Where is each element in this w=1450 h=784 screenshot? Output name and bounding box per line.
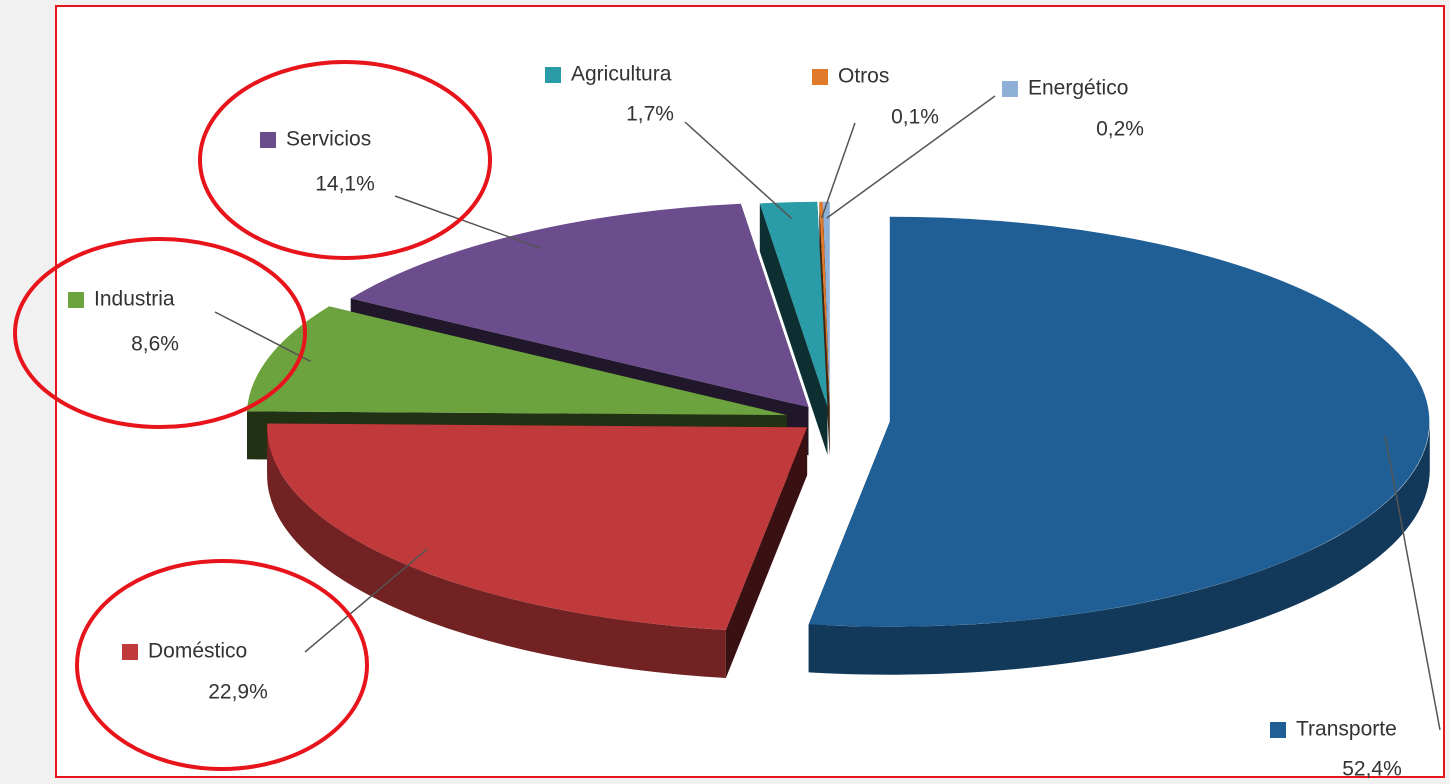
slice bbox=[808, 216, 1430, 627]
slice bbox=[247, 306, 787, 416]
value-label: 0,2% bbox=[1096, 118, 1144, 141]
slice-wall bbox=[725, 427, 808, 678]
legend-swatch bbox=[1270, 722, 1286, 738]
value-label: 0,1% bbox=[891, 106, 939, 129]
leader-line bbox=[1384, 435, 1441, 731]
slice-label: Servicios bbox=[286, 128, 371, 151]
labels: Transporte 52,4% Doméstico 22,9% Industria 8,… bbox=[68, 63, 1441, 781]
leader-line bbox=[684, 121, 793, 220]
leader-line bbox=[394, 195, 542, 250]
legend-swatch bbox=[545, 67, 561, 83]
slice bbox=[808, 216, 1430, 675]
value-label: 8,6% bbox=[131, 333, 179, 356]
slice-side bbox=[267, 427, 726, 678]
slice-label: Doméstico bbox=[148, 640, 247, 663]
highlight-circle bbox=[75, 559, 369, 771]
slice bbox=[819, 201, 830, 407]
slice-label: Agricultura bbox=[571, 63, 672, 86]
slice-wall bbox=[759, 203, 828, 455]
slice-wall bbox=[819, 201, 830, 455]
slice bbox=[267, 423, 808, 678]
leader-line bbox=[214, 311, 312, 363]
value-label: 14,1% bbox=[315, 173, 375, 196]
highlight-circle bbox=[198, 60, 492, 260]
slice-label: Industria bbox=[94, 288, 175, 311]
slice-side bbox=[808, 421, 1430, 675]
slice bbox=[759, 201, 828, 407]
annotations bbox=[13, 60, 492, 771]
slice-label: Otros bbox=[838, 65, 889, 88]
legend-swatch bbox=[122, 644, 138, 660]
highlight-circle bbox=[13, 237, 307, 429]
value-label: 52,4% bbox=[1342, 758, 1402, 781]
slice bbox=[819, 201, 830, 455]
leader-line bbox=[820, 122, 856, 219]
leader-line bbox=[826, 95, 996, 219]
legend-swatch bbox=[68, 292, 84, 308]
slice bbox=[823, 201, 830, 407]
slice bbox=[350, 203, 809, 408]
pie bbox=[247, 201, 1430, 678]
slice bbox=[759, 201, 828, 455]
slice-label: Transporte bbox=[1296, 718, 1397, 741]
slice-label: Energético bbox=[1028, 77, 1128, 100]
value-label: 22,9% bbox=[208, 681, 268, 704]
legend-swatch bbox=[1002, 81, 1018, 97]
value-label: 1,7% bbox=[626, 103, 674, 126]
slice bbox=[267, 423, 808, 630]
legend-swatch bbox=[812, 69, 828, 85]
leader-line bbox=[304, 548, 428, 653]
legend-swatch bbox=[260, 132, 276, 148]
